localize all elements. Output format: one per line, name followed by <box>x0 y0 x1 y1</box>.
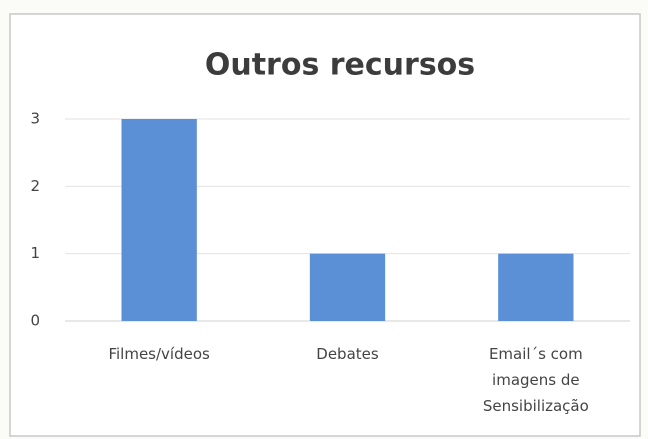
bar <box>498 253 574 321</box>
chart-frame <box>9 13 641 437</box>
y-tick-label: 0 <box>30 312 40 330</box>
y-tick-label: 2 <box>30 177 40 195</box>
bar <box>309 253 386 321</box>
x-tick-label: Debates <box>316 345 379 363</box>
y-tick-label: 1 <box>30 244 40 262</box>
x-tick-label: Filmes/vídeos <box>108 345 210 363</box>
bar <box>121 119 197 321</box>
x-tick-label: Email´s com imagens de Sensibilização <box>482 345 589 415</box>
chart-title: Outros recursos <box>205 48 475 83</box>
y-tick-label: 3 <box>30 110 40 128</box>
